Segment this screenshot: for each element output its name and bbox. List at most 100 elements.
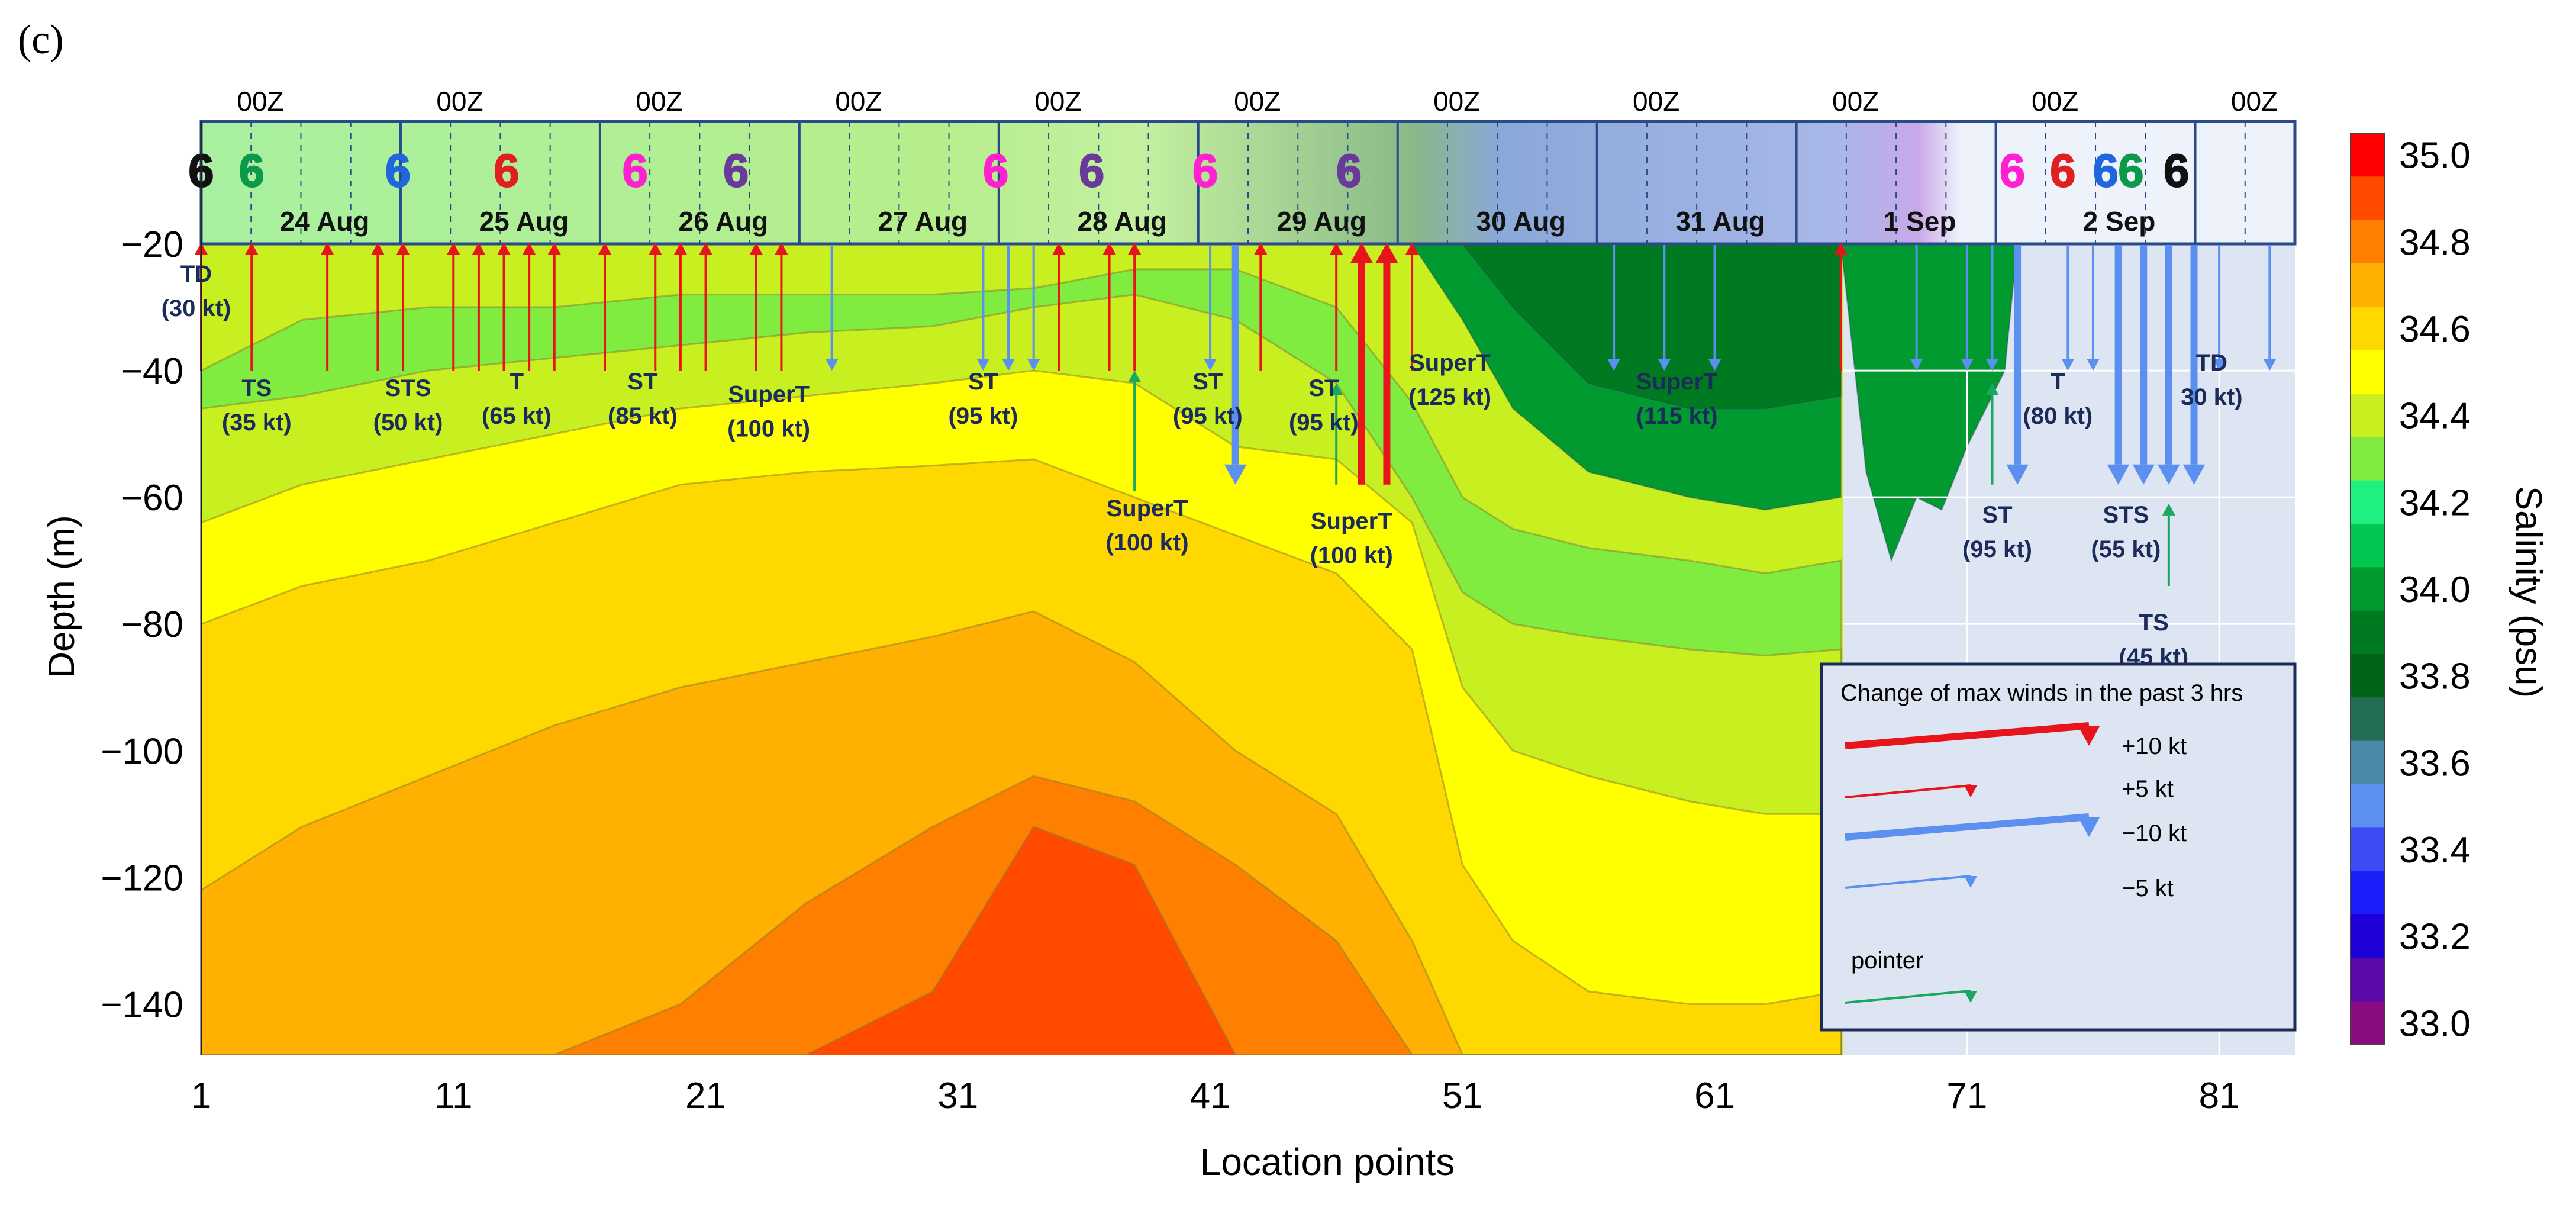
intensity-annotation: SuperT (100 kt) — [1105, 495, 1188, 556]
day-label: 30 Aug — [1476, 206, 1566, 237]
pointer-arrow — [1985, 383, 1999, 485]
legend-arrow-icon — [1845, 722, 2100, 749]
wind-increase-5kt-arrow — [1405, 243, 1419, 371]
wind-increase-5kt-arrow — [1102, 243, 1116, 371]
colorbar-tick-label: 33.6 — [2399, 743, 2471, 784]
colorbar-tick-label: 35.0 — [2399, 136, 2471, 176]
wind-increase-5kt-arrow — [673, 243, 687, 371]
intensity-wind-speed: (115 kt) — [1636, 403, 1718, 429]
wind-increase-5kt-arrow — [1834, 243, 1848, 371]
day-label: 25 Aug — [479, 206, 569, 237]
typhoon-symbol-icon: 6 — [2118, 144, 2143, 197]
wind-increase-10kt-arrow — [1375, 243, 1398, 485]
intensity-category: SuperT — [1107, 495, 1188, 521]
intensity-category: TS — [241, 375, 272, 401]
x-tick-label: 81 — [2199, 1075, 2240, 1116]
wind-decrease-10kt-arrow — [2107, 245, 2130, 485]
typhoon-symbol-icon: 6 — [494, 144, 519, 197]
colorbar-segment — [2351, 610, 2385, 655]
pointer-arrow — [1330, 383, 1343, 485]
intensity-category: ST — [627, 369, 657, 395]
colorbar-tick-label: 34.8 — [2399, 222, 2471, 263]
colorbar-tick-label: 34.4 — [2399, 396, 2471, 437]
wind-decrease-5kt-arrow — [1204, 245, 1217, 371]
wind-increase-5kt-arrow — [1254, 243, 1268, 371]
intensity-category: STS — [2103, 502, 2149, 528]
colorbar-segment — [2351, 654, 2385, 698]
wind-decrease-10kt-arrow — [2006, 245, 2029, 485]
intensity-annotation: TS (35 kt) — [222, 375, 292, 436]
day-label: 31 Aug — [1675, 206, 1765, 237]
intensity-wind-speed: (125 kt) — [1408, 384, 1491, 410]
colorbar-tick-label: 34.2 — [2399, 482, 2471, 523]
colorbar-segment — [2351, 914, 2385, 959]
colorbar-segment — [2351, 784, 2385, 829]
hour-tick-label: 00Z — [2032, 86, 2078, 117]
legend-arrow-icon — [1845, 990, 1977, 1004]
intensity-wind-speed: (100 kt) — [1310, 543, 1393, 569]
intensity-wind-speed: (35 kt) — [222, 410, 292, 436]
hour-tick-label: 00Z — [237, 86, 283, 117]
intensity-wind-speed: (100 kt) — [1105, 530, 1188, 556]
intensity-wind-speed: (50 kt) — [373, 410, 443, 436]
intensity-category: ST — [1192, 369, 1223, 395]
intensity-category: T — [510, 369, 524, 395]
colorbar-segment — [2351, 394, 2385, 438]
intensity-wind-speed: (65 kt) — [482, 403, 552, 429]
intensity-wind-speed: (30 kt) — [162, 295, 231, 321]
colorbar-tick-label: 33.4 — [2399, 830, 2471, 871]
wind-decrease-5kt-arrow — [1027, 245, 1040, 371]
intensity-annotation: ST (95 kt) — [949, 369, 1018, 429]
pointer-arrow — [1128, 371, 1142, 491]
intensity-annotation: ST (95 kt) — [1173, 369, 1243, 429]
legend-item-label: +10 kt — [2122, 733, 2187, 759]
colorbar-segment — [2351, 480, 2385, 524]
intensity-category: SuperT — [1636, 369, 1718, 395]
wind-decrease-10kt-arrow — [2132, 245, 2155, 485]
intensity-annotation: STS (55 kt) — [2091, 502, 2161, 562]
wind-increase-5kt-arrow — [749, 243, 763, 371]
hour-tick-label: 00Z — [1234, 86, 1281, 117]
typhoon-symbol-icon: 6 — [385, 144, 411, 197]
legend-item-label: +5 kt — [2122, 776, 2174, 802]
wind-decrease-5kt-arrow — [1910, 245, 1923, 371]
typhoon-symbol-icon: 6 — [2050, 144, 2075, 197]
wind-increase-5kt-arrow — [523, 243, 536, 371]
wind-decrease-10kt-arrow — [1224, 245, 1247, 485]
wind-decrease-5kt-arrow — [1985, 245, 1999, 371]
colorbar-segment — [2351, 133, 2385, 178]
intensity-annotation: ST (85 kt) — [608, 369, 678, 429]
day-label: 29 Aug — [1276, 206, 1366, 237]
intensity-annotation: SuperT (115 kt) — [1636, 369, 1718, 429]
intensity-category: SuperT — [1409, 350, 1491, 376]
intensity-annotation: SuperT (100 kt) — [1310, 508, 1393, 569]
wind-increase-5kt-arrow — [1128, 243, 1142, 371]
intensity-category: SuperT — [1311, 508, 1392, 534]
x-tick-label: 51 — [1442, 1075, 1483, 1116]
legend-arrow-icon — [1845, 784, 1977, 798]
colorbar-segment — [2351, 524, 2385, 568]
colorbar-segment — [2351, 220, 2385, 264]
hour-tick-label: 00Z — [1633, 86, 1679, 117]
day-label: 2 Sep — [2083, 206, 2156, 237]
wind-increase-5kt-arrow — [598, 243, 612, 371]
colorbar-segment — [2351, 307, 2385, 351]
intensity-annotation: ST (95 kt) — [1962, 502, 2032, 562]
legend-item-label: pointer — [1851, 948, 1923, 974]
intensity-wind-speed: (95 kt) — [1289, 410, 1359, 436]
colorbar-segment — [2351, 958, 2385, 1002]
typhoon-symbol-icon: 6 — [2093, 144, 2119, 197]
x-axis-label: Location points — [1200, 1141, 1455, 1183]
intensity-category: T — [2051, 369, 2065, 395]
intensity-annotation: SuperT (125 kt) — [1408, 350, 1491, 410]
colorbar-segment — [2351, 567, 2385, 611]
wind-increase-5kt-arrow — [649, 243, 662, 371]
wind-decrease-5kt-arrow — [1708, 245, 1721, 371]
y-tick-label: −140 — [101, 984, 183, 1025]
intensity-annotation: TD (30 kt) — [162, 261, 231, 321]
colorbar-segment — [2351, 697, 2385, 742]
x-tick-label: 31 — [937, 1075, 978, 1116]
wind-increase-5kt-arrow — [497, 243, 511, 371]
typhoon-symbol-icon: 6 — [2000, 144, 2025, 197]
colorbar-segment — [2351, 827, 2385, 872]
